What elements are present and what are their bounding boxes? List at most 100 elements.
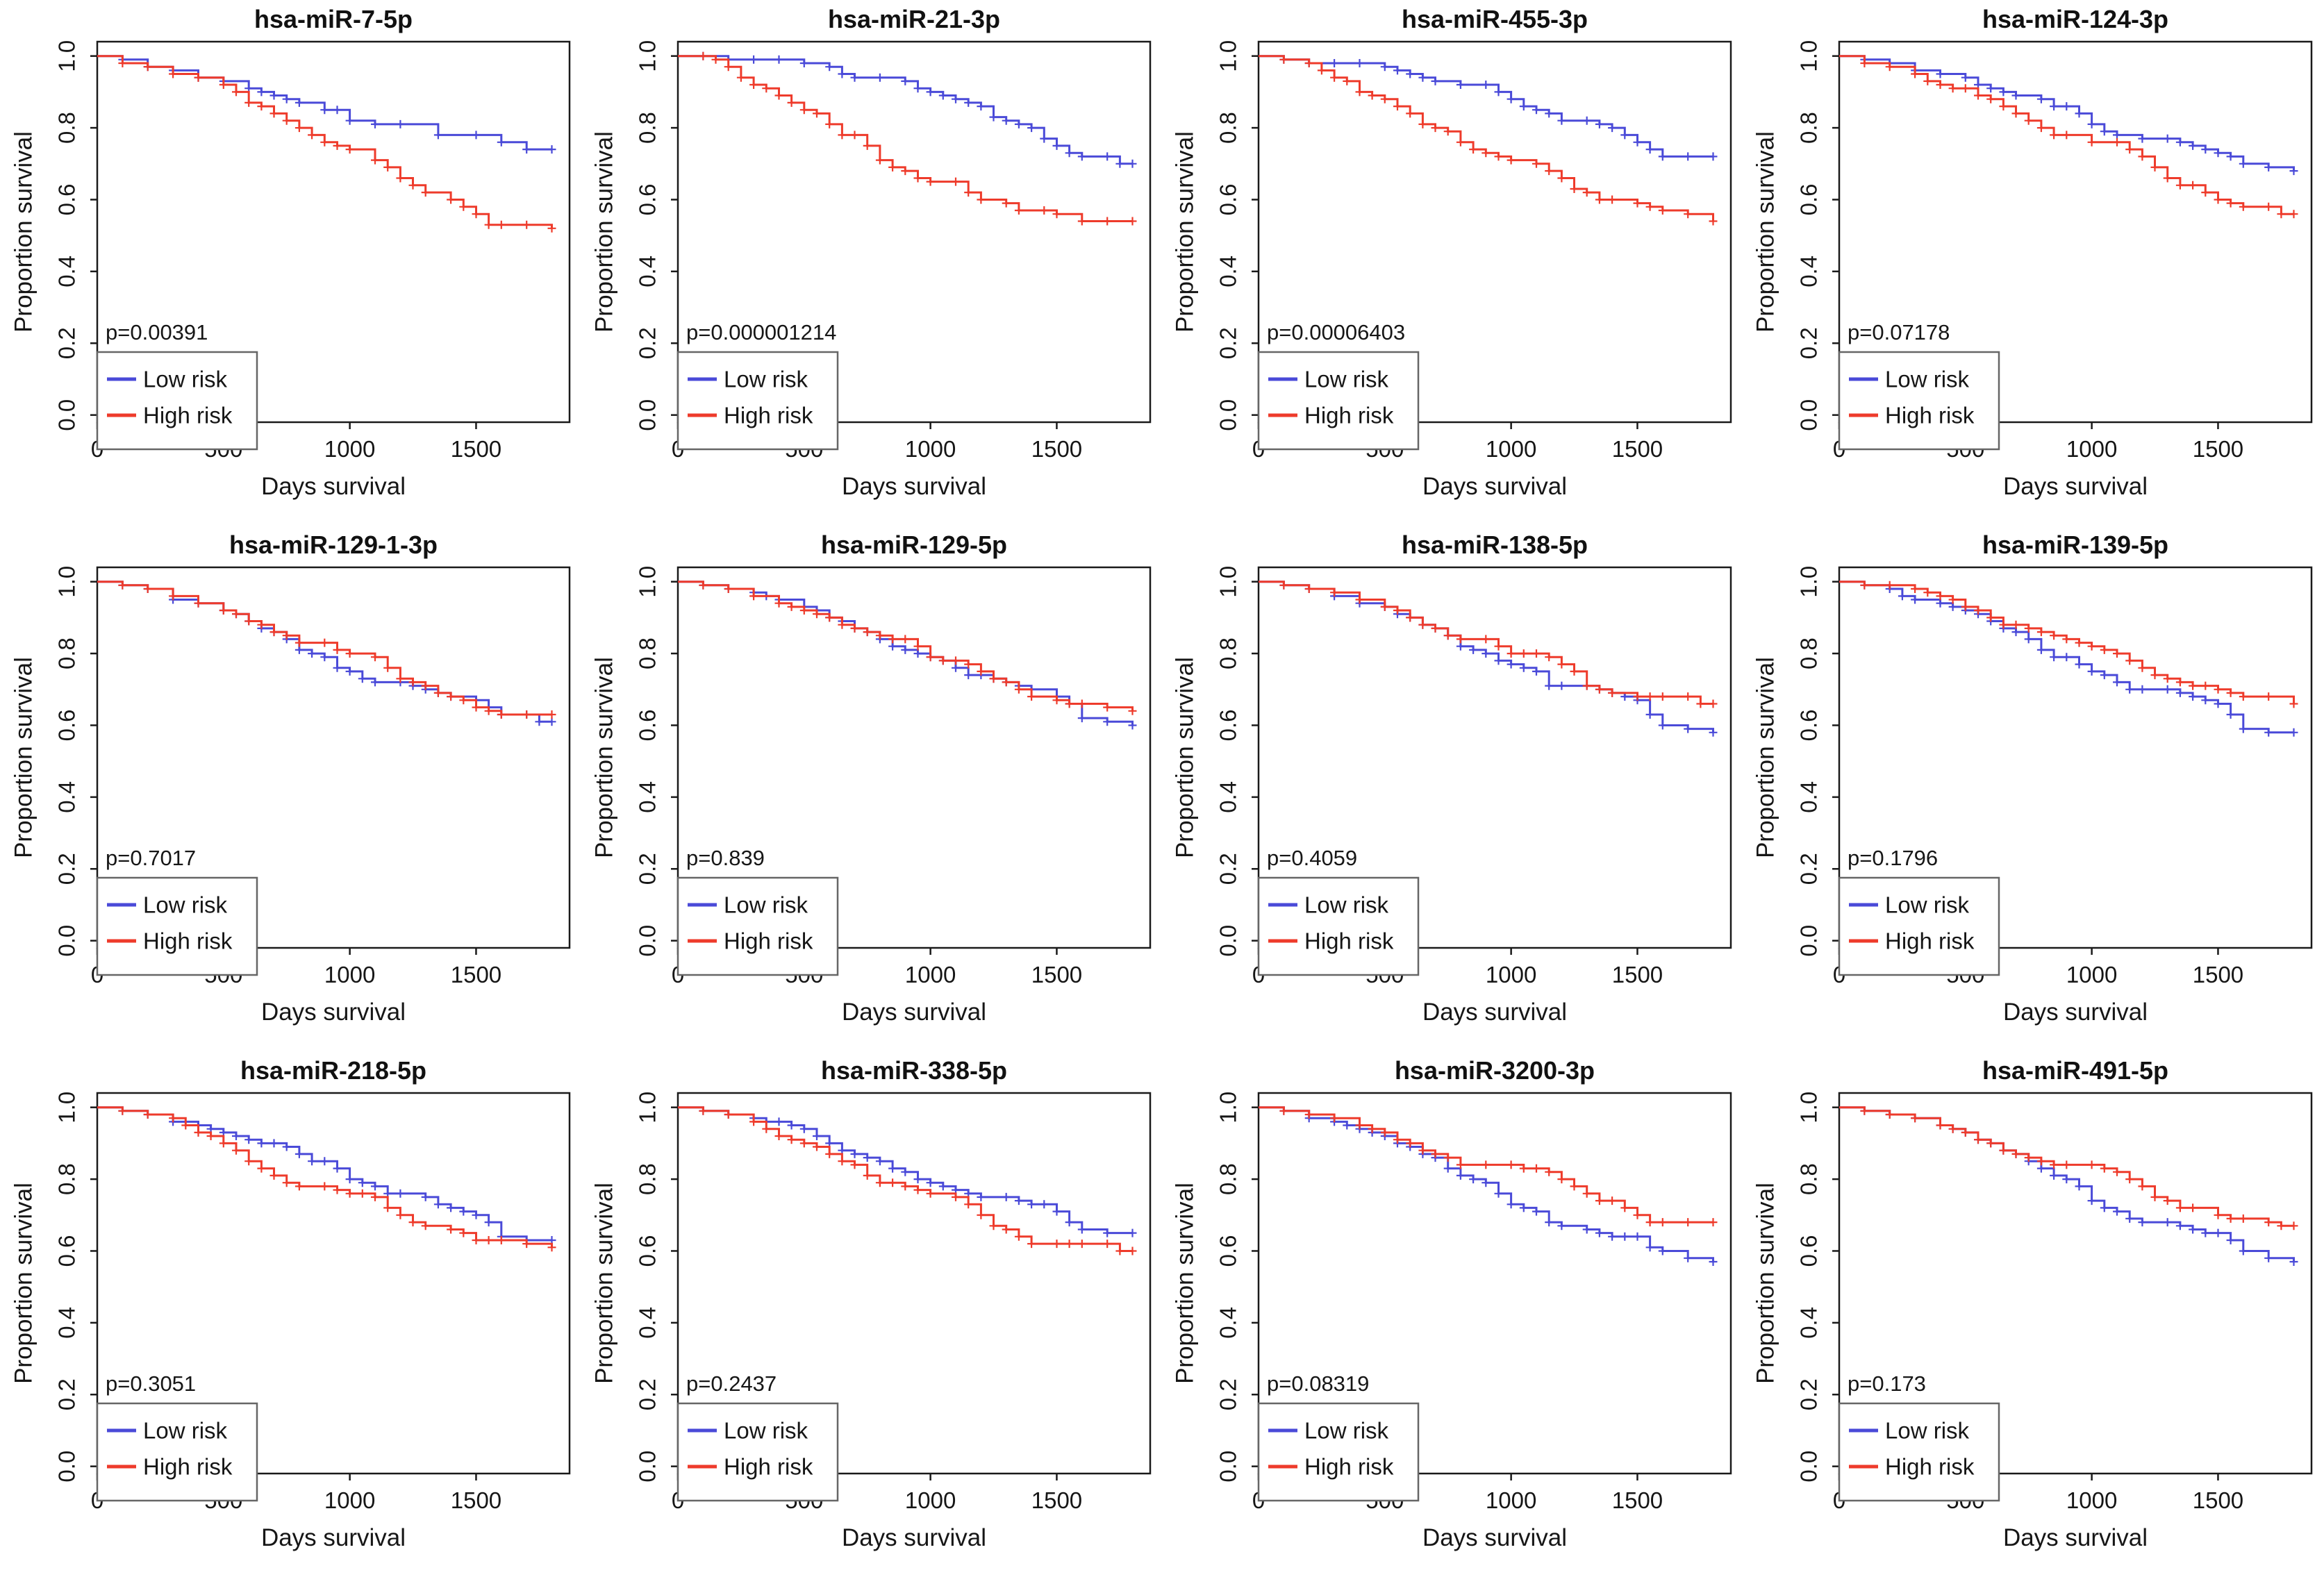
- legend-label-low_risk: Low risk: [1304, 367, 1389, 392]
- censor-marks-high_risk: [1860, 581, 2298, 708]
- y-tick-label: 0.0: [1215, 1451, 1241, 1483]
- km-plot-svg: 0.00.20.40.60.81.0050010001500Days survi…: [1172, 566, 1732, 1026]
- panel-title: hsa-miR-138-5p: [1401, 531, 1588, 559]
- p-value-label: p=0.08319: [1267, 1371, 1369, 1396]
- km-plot-svg: 0.00.20.40.60.81.0050010001500Days survi…: [591, 40, 1152, 500]
- y-axis-label: Proportion survival: [1172, 657, 1199, 858]
- p-value-label: p=0.4059: [1267, 846, 1357, 870]
- y-tick-label: 0.8: [54, 112, 80, 144]
- x-tick-label: 1000: [1486, 1487, 1536, 1513]
- y-tick-label: 0.2: [635, 1378, 661, 1410]
- censor-marks-high_risk: [1279, 55, 1718, 226]
- x-tick-label: 1500: [2193, 962, 2243, 987]
- p-value-label: p=0.2437: [686, 1371, 777, 1396]
- survival-curve-high_risk: [1839, 1106, 2294, 1227]
- y-tick-label: 0.2: [635, 853, 661, 885]
- p-value-label: p=0.00006403: [1267, 320, 1405, 344]
- censor-marks-high_risk: [699, 51, 1137, 226]
- p-value-label: p=0.173: [1848, 1371, 1926, 1396]
- p-value-label: p=0.839: [686, 846, 765, 870]
- y-tick-label: 0.2: [1796, 853, 1822, 885]
- y-tick-label: 0.6: [635, 1235, 661, 1267]
- legend-box: [677, 1402, 839, 1502]
- x-tick-label: 1000: [2066, 1487, 2117, 1513]
- km-panel-mir-218-5p: hsa-miR-218-5p 0.00.20.40.60.81.00500100…: [0, 1051, 581, 1577]
- censor-marks-high_risk: [1860, 1106, 2298, 1230]
- y-tick-label: 0.0: [635, 925, 661, 957]
- panel-title: hsa-miR-129-1-3p: [229, 531, 438, 559]
- x-tick-label: 1000: [2066, 962, 2117, 987]
- panel-title: hsa-miR-218-5p: [240, 1056, 427, 1085]
- km-plot-svg: 0.00.20.40.60.81.0050010001500Days survi…: [1752, 40, 2313, 500]
- legend-box: [96, 1402, 258, 1502]
- y-tick-label: 0.8: [1215, 1163, 1241, 1195]
- x-tick-label: 1000: [324, 436, 375, 462]
- x-axis-label: Days survival: [261, 473, 406, 500]
- y-tick-label: 0.6: [1215, 710, 1241, 742]
- km-panel-mir-129-5p: hsa-miR-129-5p 0.00.20.40.60.81.00500100…: [581, 526, 1161, 1051]
- y-tick-label: 0.8: [54, 637, 80, 669]
- x-axis-label: Days survival: [842, 1524, 986, 1551]
- y-tick-label: 0.8: [635, 112, 661, 144]
- km-panel-mir-139-5p: hsa-miR-139-5p 0.00.20.40.60.81.00500100…: [1742, 526, 2323, 1051]
- y-tick-label: 1.0: [54, 566, 80, 598]
- y-tick-label: 0.4: [1215, 781, 1241, 813]
- x-tick-label: 1000: [1486, 436, 1536, 462]
- y-tick-label: 0.0: [54, 925, 80, 957]
- y-tick-label: 0.0: [1796, 1451, 1822, 1483]
- legend-box: [1838, 876, 2000, 976]
- p-value-label: p=0.00391: [106, 320, 208, 344]
- y-tick-label: 0.8: [1215, 637, 1241, 669]
- y-tick-label: 0.6: [1796, 184, 1822, 216]
- p-value-label: p=0.07178: [1848, 320, 1950, 344]
- y-tick-label: 0.2: [1215, 1378, 1241, 1410]
- y-tick-label: 0.0: [1215, 925, 1241, 957]
- panel-title: hsa-miR-124-3p: [1982, 5, 2169, 33]
- x-axis-label: Days survival: [1422, 1524, 1567, 1551]
- y-tick-label: 0.2: [54, 327, 80, 359]
- censor-marks-high_risk: [118, 59, 556, 233]
- panel-title: hsa-miR-7-5p: [254, 5, 413, 33]
- y-tick-label: 0.8: [1796, 112, 1822, 144]
- x-tick-label: 1500: [451, 962, 501, 987]
- censor-marks-high_risk: [1860, 59, 2298, 219]
- y-tick-label: 1.0: [1796, 40, 1822, 72]
- y-tick-label: 1.0: [635, 1092, 661, 1124]
- y-tick-label: 0.4: [635, 781, 661, 813]
- km-plot-svg: 0.00.20.40.60.81.0050010001500Days survi…: [10, 40, 571, 500]
- km-plot-svg: 0.00.20.40.60.81.0050010001500Days survi…: [1752, 566, 2313, 1026]
- km-plot-svg: 0.00.20.40.60.81.0050010001500Days survi…: [1172, 1092, 1732, 1551]
- y-tick-label: 0.0: [1796, 399, 1822, 431]
- legend-label-low_risk: Low risk: [1885, 1418, 1970, 1444]
- y-tick-label: 0.6: [635, 184, 661, 216]
- y-tick-label: 0.2: [54, 1378, 80, 1410]
- y-axis-label: Proportion survival: [10, 1183, 38, 1384]
- panel-title: hsa-miR-139-5p: [1982, 531, 2169, 559]
- legend-label-high_risk: High risk: [1885, 403, 1975, 428]
- y-tick-label: 0.4: [54, 781, 80, 813]
- censor-marks-high_risk: [118, 581, 556, 719]
- legend-label-low_risk: Low risk: [724, 1418, 808, 1444]
- legend-label-low_risk: Low risk: [143, 892, 228, 918]
- censor-marks-high_risk: [699, 581, 1137, 715]
- x-axis-label: Days survival: [842, 999, 986, 1026]
- y-axis-label: Proportion survival: [591, 131, 618, 333]
- y-tick-label: 1.0: [1796, 566, 1822, 598]
- x-tick-label: 1500: [1031, 436, 1082, 462]
- km-panel-mir-124-3p: hsa-miR-124-3p 0.00.20.40.60.81.00500100…: [1742, 0, 2323, 526]
- y-tick-label: 0.2: [1215, 327, 1241, 359]
- legend-box: [1838, 351, 2000, 451]
- legend-box: [1257, 876, 1420, 976]
- y-axis-label: Proportion survival: [1172, 1183, 1199, 1384]
- y-tick-label: 0.2: [1796, 1378, 1822, 1410]
- km-plot-svg: 0.00.20.40.60.81.0050010001500Days survi…: [10, 566, 571, 1026]
- x-tick-label: 1000: [2066, 436, 2117, 462]
- y-tick-label: 1.0: [1796, 1092, 1822, 1124]
- km-plot-svg: 0.00.20.40.60.81.0050010001500Days survi…: [591, 1092, 1152, 1551]
- y-tick-label: 0.6: [54, 1235, 80, 1267]
- panel-title: hsa-miR-455-3p: [1401, 5, 1588, 33]
- km-panel-mir-7-5p: hsa-miR-7-5p 0.00.20.40.60.81.0050010001…: [0, 0, 581, 526]
- legend-label-high_risk: High risk: [143, 403, 233, 428]
- y-tick-label: 0.8: [1796, 1163, 1822, 1195]
- panel-title: hsa-miR-338-5p: [820, 1056, 1008, 1085]
